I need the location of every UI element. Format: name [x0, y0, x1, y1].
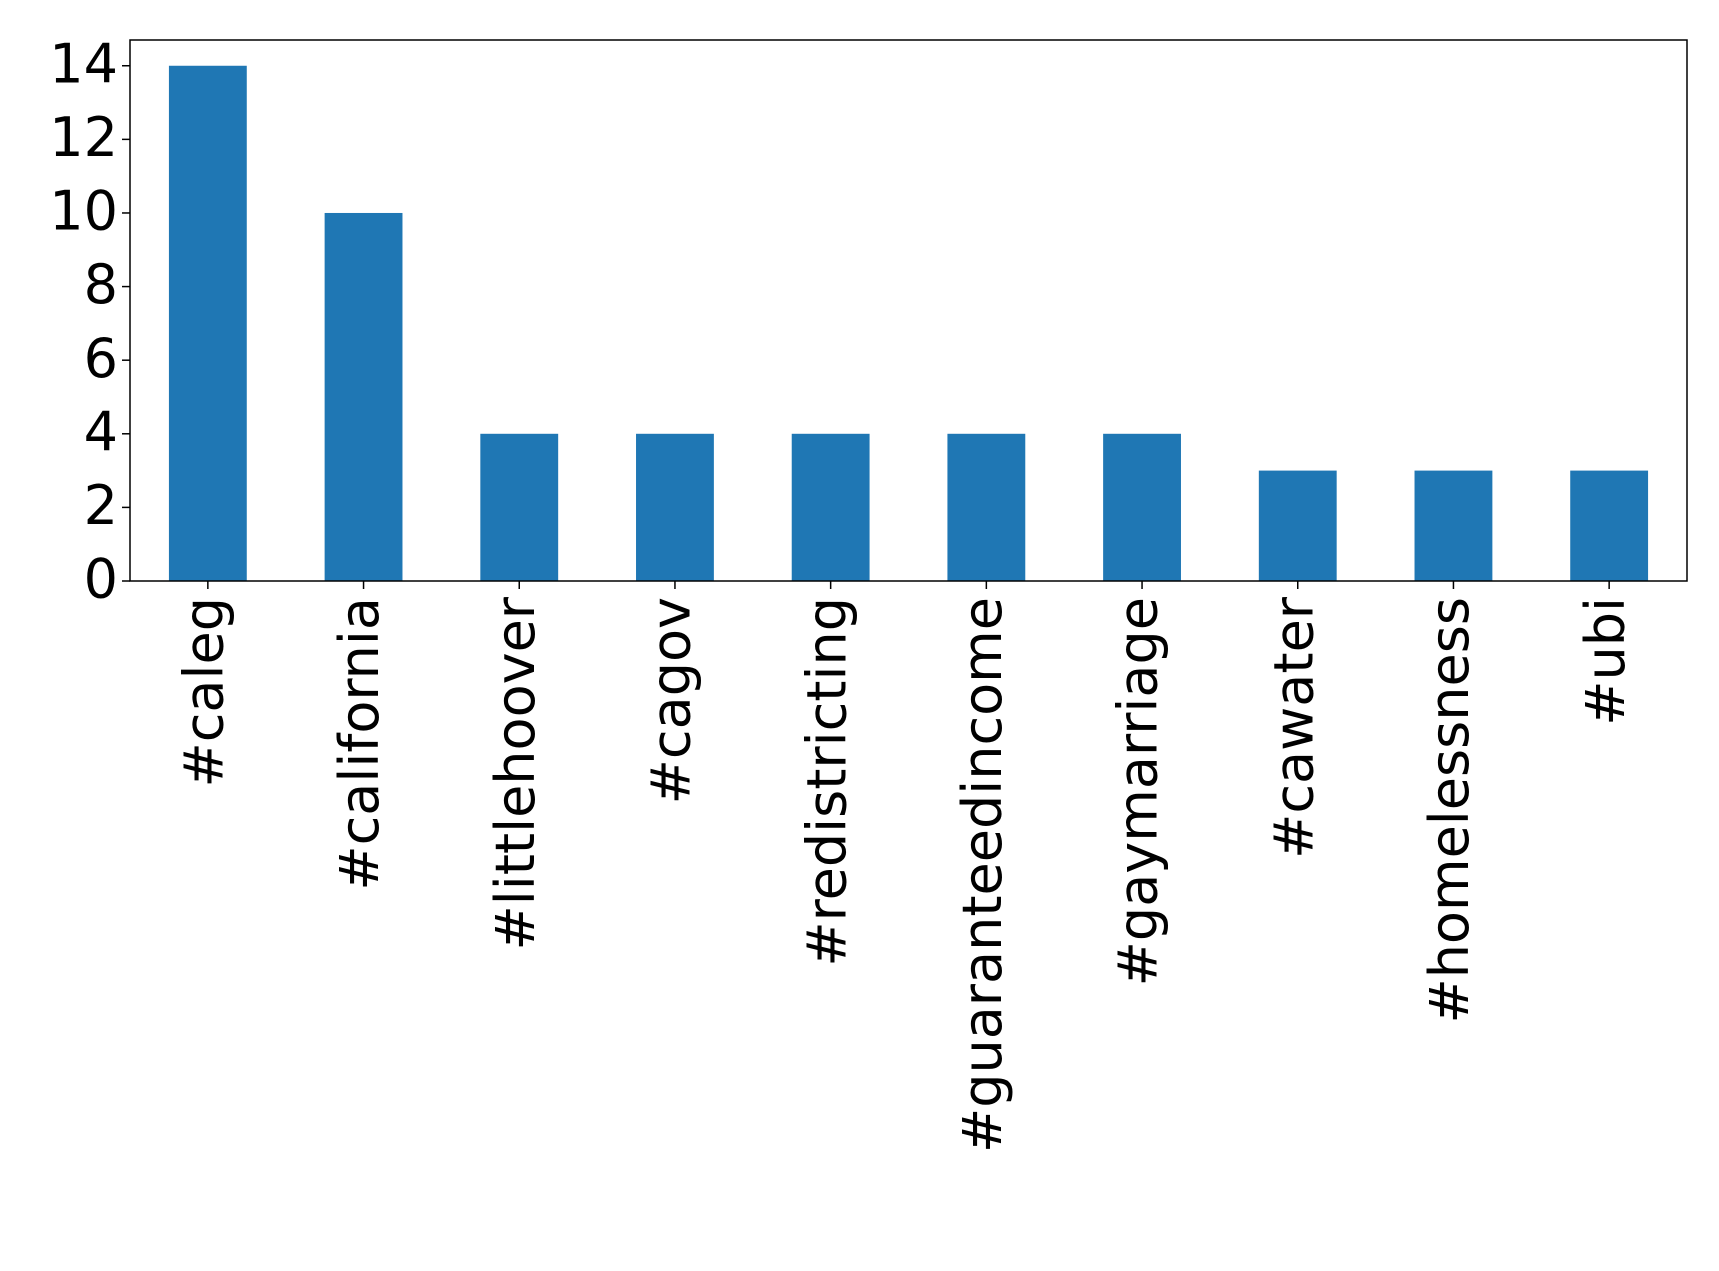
plot-frame	[129, 39, 1688, 582]
x-tick-label: #cawater	[1262, 596, 1325, 859]
x-tick-label: #guaranteedincome	[951, 597, 1014, 1153]
x-tick-label: #ubi	[1574, 597, 1637, 726]
y-tick-label: 6	[84, 327, 118, 390]
y-tick-label: 0	[84, 548, 118, 611]
bar	[1103, 433, 1181, 581]
bar	[1414, 470, 1493, 581]
x-tick-label: #homelessness	[1418, 597, 1481, 1024]
bar	[636, 433, 714, 581]
bar	[480, 433, 559, 581]
bar	[791, 433, 870, 581]
x-tick-label: #littlehoover	[484, 596, 547, 950]
y-tick-label: 14	[49, 32, 118, 95]
y-tick-label: 12	[49, 106, 118, 169]
bar	[168, 65, 247, 581]
x-tick-label: #cagov	[640, 597, 703, 804]
bar	[1258, 470, 1337, 581]
y-tick-label: 2	[84, 474, 118, 537]
bar	[947, 433, 1026, 581]
x-tick-label: #caleg	[172, 597, 235, 788]
bar	[1570, 470, 1649, 581]
y-tick-label: 10	[49, 180, 118, 243]
y-tick-label: 4	[84, 400, 118, 463]
x-tick-label: #gaymarriage	[1107, 597, 1170, 986]
bar	[324, 212, 403, 582]
y-tick-label: 8	[84, 253, 118, 316]
x-tick-label: #redistricting	[795, 597, 858, 967]
x-tick-label: #california	[328, 597, 391, 891]
